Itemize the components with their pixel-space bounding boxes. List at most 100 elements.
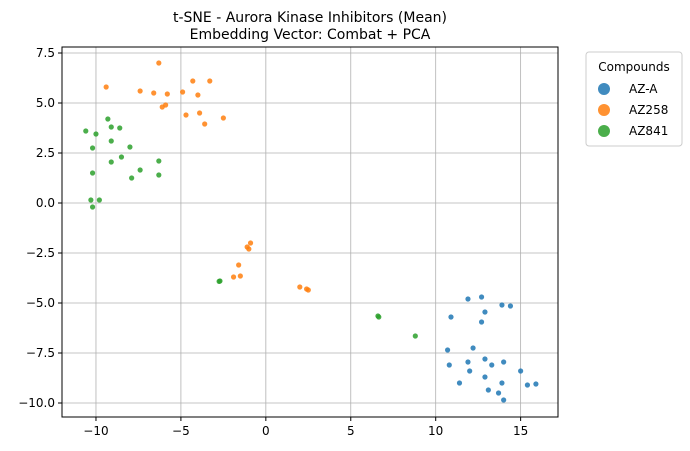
y-tick-label: −10.0 <box>18 396 55 410</box>
data-point <box>108 138 114 144</box>
x-axis: −10 −5 0 5 10 15 <box>83 417 528 438</box>
data-point <box>495 390 502 396</box>
legend-title: Compounds <box>598 60 669 74</box>
data-point <box>247 240 254 246</box>
data-point <box>117 125 123 131</box>
data-point <box>507 303 514 309</box>
data-point <box>230 274 237 280</box>
x-tick-label: −10 <box>83 424 108 438</box>
data-point <box>501 359 507 365</box>
data-point <box>220 115 226 121</box>
data-point <box>183 112 189 118</box>
x-tick-label: 5 <box>347 424 355 438</box>
data-point <box>518 368 524 374</box>
data-point <box>482 374 488 380</box>
x-tick-label: 10 <box>428 424 443 438</box>
data-point <box>129 175 135 181</box>
data-point <box>190 78 196 84</box>
data-point <box>478 319 485 325</box>
data-point <box>89 170 96 176</box>
gridlines <box>62 47 558 417</box>
data-point <box>412 333 418 339</box>
plot-frame <box>61 46 559 418</box>
data-point <box>236 262 242 268</box>
data-point <box>499 380 505 386</box>
data-point <box>444 347 451 353</box>
data-point <box>467 368 473 374</box>
legend-frame <box>585 51 683 147</box>
data-point <box>465 296 471 302</box>
data-point <box>489 362 495 368</box>
x-tick-label: 0 <box>262 424 270 438</box>
data-point <box>118 154 125 160</box>
data-points <box>83 60 539 403</box>
series-az-a <box>444 294 539 403</box>
data-point <box>89 204 96 210</box>
data-point <box>202 121 208 127</box>
legend-marker <box>598 125 610 137</box>
data-point <box>83 128 89 134</box>
data-point <box>216 278 222 284</box>
data-point <box>482 356 488 362</box>
x-tick-label: 15 <box>513 424 528 438</box>
series-az258 <box>103 60 311 293</box>
data-point <box>151 90 157 96</box>
data-point <box>88 197 94 203</box>
data-point <box>237 273 243 279</box>
data-point <box>108 124 114 130</box>
data-point <box>533 381 539 387</box>
data-point <box>524 382 531 388</box>
data-point <box>376 314 382 320</box>
data-point <box>137 88 143 94</box>
y-tick-label: 5.0 <box>36 96 55 110</box>
y-tick-label: 7.5 <box>36 46 55 60</box>
data-point <box>180 89 186 95</box>
data-point <box>485 387 491 393</box>
legend-label: AZ-A <box>629 82 658 96</box>
legend-label: AZ258 <box>629 103 668 117</box>
data-point <box>207 78 213 84</box>
data-point <box>156 60 162 66</box>
data-point <box>156 158 162 164</box>
data-point <box>159 104 165 110</box>
data-point <box>195 92 201 98</box>
data-point <box>127 144 133 150</box>
data-point <box>103 84 109 90</box>
data-point <box>456 380 463 386</box>
data-point <box>465 359 471 365</box>
y-tick-label: 0.0 <box>36 196 55 210</box>
data-point <box>96 197 102 203</box>
data-point <box>470 345 476 351</box>
data-point <box>446 362 452 368</box>
legend-items: AZ-A AZ258 AZ841 <box>598 82 668 138</box>
chart-title: t-SNE - Aurora Kinase Inhibitors (Mean) <box>173 10 447 26</box>
data-point <box>196 110 203 116</box>
data-point <box>499 302 505 308</box>
data-point <box>305 287 311 293</box>
legend-marker <box>598 104 610 116</box>
legend-marker <box>598 83 610 95</box>
data-point <box>137 167 143 173</box>
y-tick-label: 2.5 <box>36 146 55 160</box>
y-axis: −10.0 −7.5 −5.0 −2.5 0.0 2.5 5.0 7.5 <box>18 46 62 410</box>
data-point <box>108 159 114 165</box>
x-tick-label: −5 <box>172 424 190 438</box>
y-tick-label: −5.0 <box>26 296 55 310</box>
data-point <box>478 294 485 300</box>
data-point <box>246 246 252 252</box>
data-point <box>448 314 454 320</box>
data-point <box>501 397 507 403</box>
legend: Compounds AZ-A AZ258 AZ841 <box>585 51 683 147</box>
data-point <box>156 172 162 178</box>
series-az841 <box>83 116 418 339</box>
legend-label: AZ841 <box>629 124 668 138</box>
data-point <box>93 131 99 137</box>
data-point <box>105 116 111 122</box>
chart-subtitle: Embedding Vector: Combat + PCA <box>190 27 431 43</box>
data-point <box>482 309 488 315</box>
data-point <box>297 284 303 290</box>
y-tick-label: −2.5 <box>26 246 55 260</box>
y-tick-label: −7.5 <box>26 346 55 360</box>
data-point <box>89 145 96 151</box>
